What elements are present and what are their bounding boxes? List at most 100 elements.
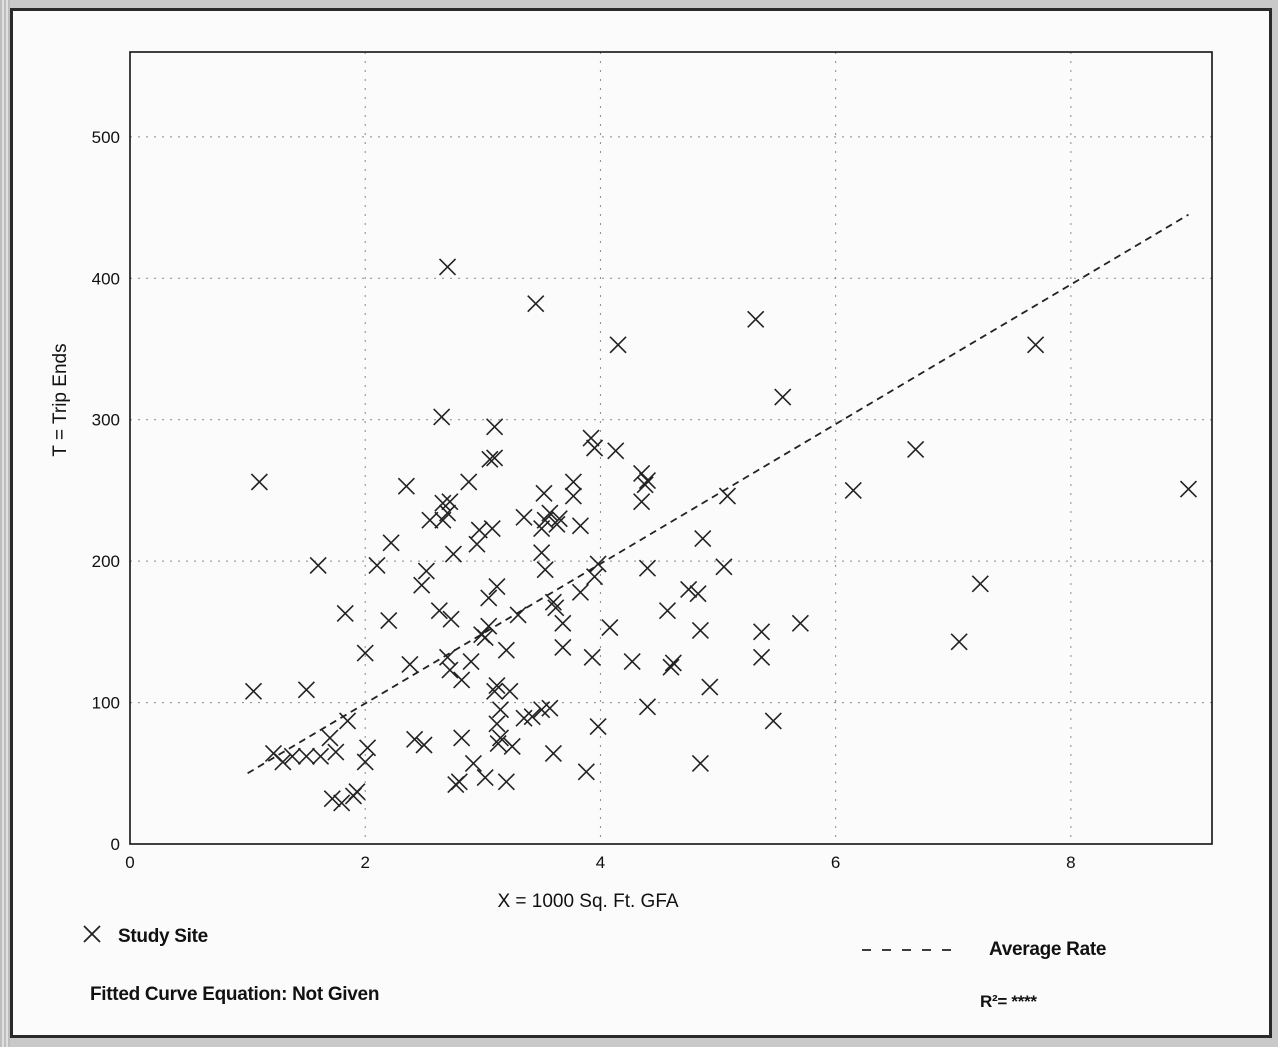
data-point [636, 476, 654, 494]
data-point [359, 739, 377, 757]
data-point [434, 494, 452, 512]
plot-area-frame [129, 51, 1213, 845]
y-tick-label-500: 500 [92, 128, 120, 147]
data-point [623, 652, 641, 671]
data-point [547, 599, 565, 617]
data-point [406, 730, 424, 748]
data-point [468, 535, 486, 553]
data-point [333, 794, 351, 812]
x-tick-label-8: 8 [1066, 853, 1075, 872]
r-squared-value: R²= **** [980, 992, 1037, 1011]
data-point [274, 753, 292, 771]
y-tick-label-200: 200 [92, 552, 120, 571]
x-tick-label-0: 0 [125, 853, 134, 872]
data-point [321, 729, 339, 747]
data-point [497, 641, 515, 659]
data-point [907, 440, 925, 458]
data-point [480, 617, 498, 635]
data-point [583, 648, 601, 666]
data-point [585, 568, 604, 586]
data-point [297, 747, 315, 765]
data-point [462, 652, 480, 671]
y-tick-label-400: 400 [92, 269, 120, 288]
legend-study-site-label: Study Site [118, 926, 208, 947]
data-point [971, 575, 989, 593]
data-point [680, 580, 698, 598]
data-point [244, 682, 263, 700]
data-point [441, 661, 459, 679]
data-point [791, 614, 809, 632]
data-point [633, 464, 651, 483]
data-point [401, 655, 419, 673]
data-point [607, 442, 625, 460]
data-point [774, 388, 792, 406]
y-axis-label: T = Trip Ends [50, 343, 71, 456]
data-point [554, 638, 572, 656]
data-point [541, 699, 559, 717]
data-point [453, 729, 471, 747]
left-edge-strip [0, 0, 10, 1047]
data-point [444, 545, 462, 563]
data-point [571, 517, 590, 535]
data-point [589, 555, 607, 573]
data-point [664, 654, 682, 672]
data-point [489, 735, 507, 753]
data-point [577, 763, 595, 781]
data-point [501, 682, 519, 700]
data-points [244, 258, 1198, 812]
data-point [747, 310, 765, 328]
data-point [752, 623, 771, 641]
data-point [491, 729, 510, 747]
data-point [283, 747, 301, 765]
data-point [453, 671, 471, 689]
data-point [486, 682, 504, 700]
data-point [523, 708, 541, 726]
data-point [460, 473, 478, 491]
data-point [715, 558, 733, 576]
data-point [533, 701, 551, 719]
data-point [585, 439, 604, 457]
data-point [582, 429, 600, 447]
data-point [415, 736, 433, 754]
data-point [441, 493, 459, 511]
data-point [309, 556, 327, 574]
data-point [544, 744, 562, 763]
data-point [433, 408, 451, 426]
data-point [662, 658, 680, 676]
data-point [488, 677, 506, 695]
data-point [476, 628, 494, 647]
data-point [486, 418, 504, 436]
data-point [752, 648, 771, 666]
average-rate-line [247, 213, 1189, 775]
x-axis-label: X = 1000 Sq. Ft. GFA [497, 891, 678, 912]
data-point [464, 754, 482, 772]
data-point [694, 529, 712, 548]
data-point [544, 593, 562, 611]
data-point [380, 611, 398, 630]
data-point [764, 712, 782, 730]
data-point [336, 604, 354, 623]
data-point [397, 477, 415, 495]
average-rate-dash-icon [862, 949, 958, 951]
tick-labels: 0 100 200 300 400 500 0 2 4 6 8 [92, 128, 1076, 872]
data-point [430, 602, 448, 620]
data-point [527, 295, 545, 313]
data-point [421, 511, 439, 529]
data-point [564, 473, 582, 491]
data-point [297, 681, 315, 699]
study-site-marker-icon [83, 925, 101, 943]
grid-layer [130, 52, 1212, 844]
data-point [382, 534, 400, 552]
data-point [250, 473, 268, 491]
data-point [533, 520, 551, 538]
data-point [438, 258, 457, 276]
data-point [691, 754, 709, 772]
data-point [368, 556, 386, 574]
data-point [339, 712, 357, 730]
data-point [442, 610, 460, 628]
data-point [327, 743, 345, 761]
x-tick-label-6: 6 [831, 853, 840, 872]
data-point [476, 768, 494, 787]
y-tick-label-0: 0 [111, 835, 120, 854]
x-tick-label-2: 2 [360, 853, 369, 872]
